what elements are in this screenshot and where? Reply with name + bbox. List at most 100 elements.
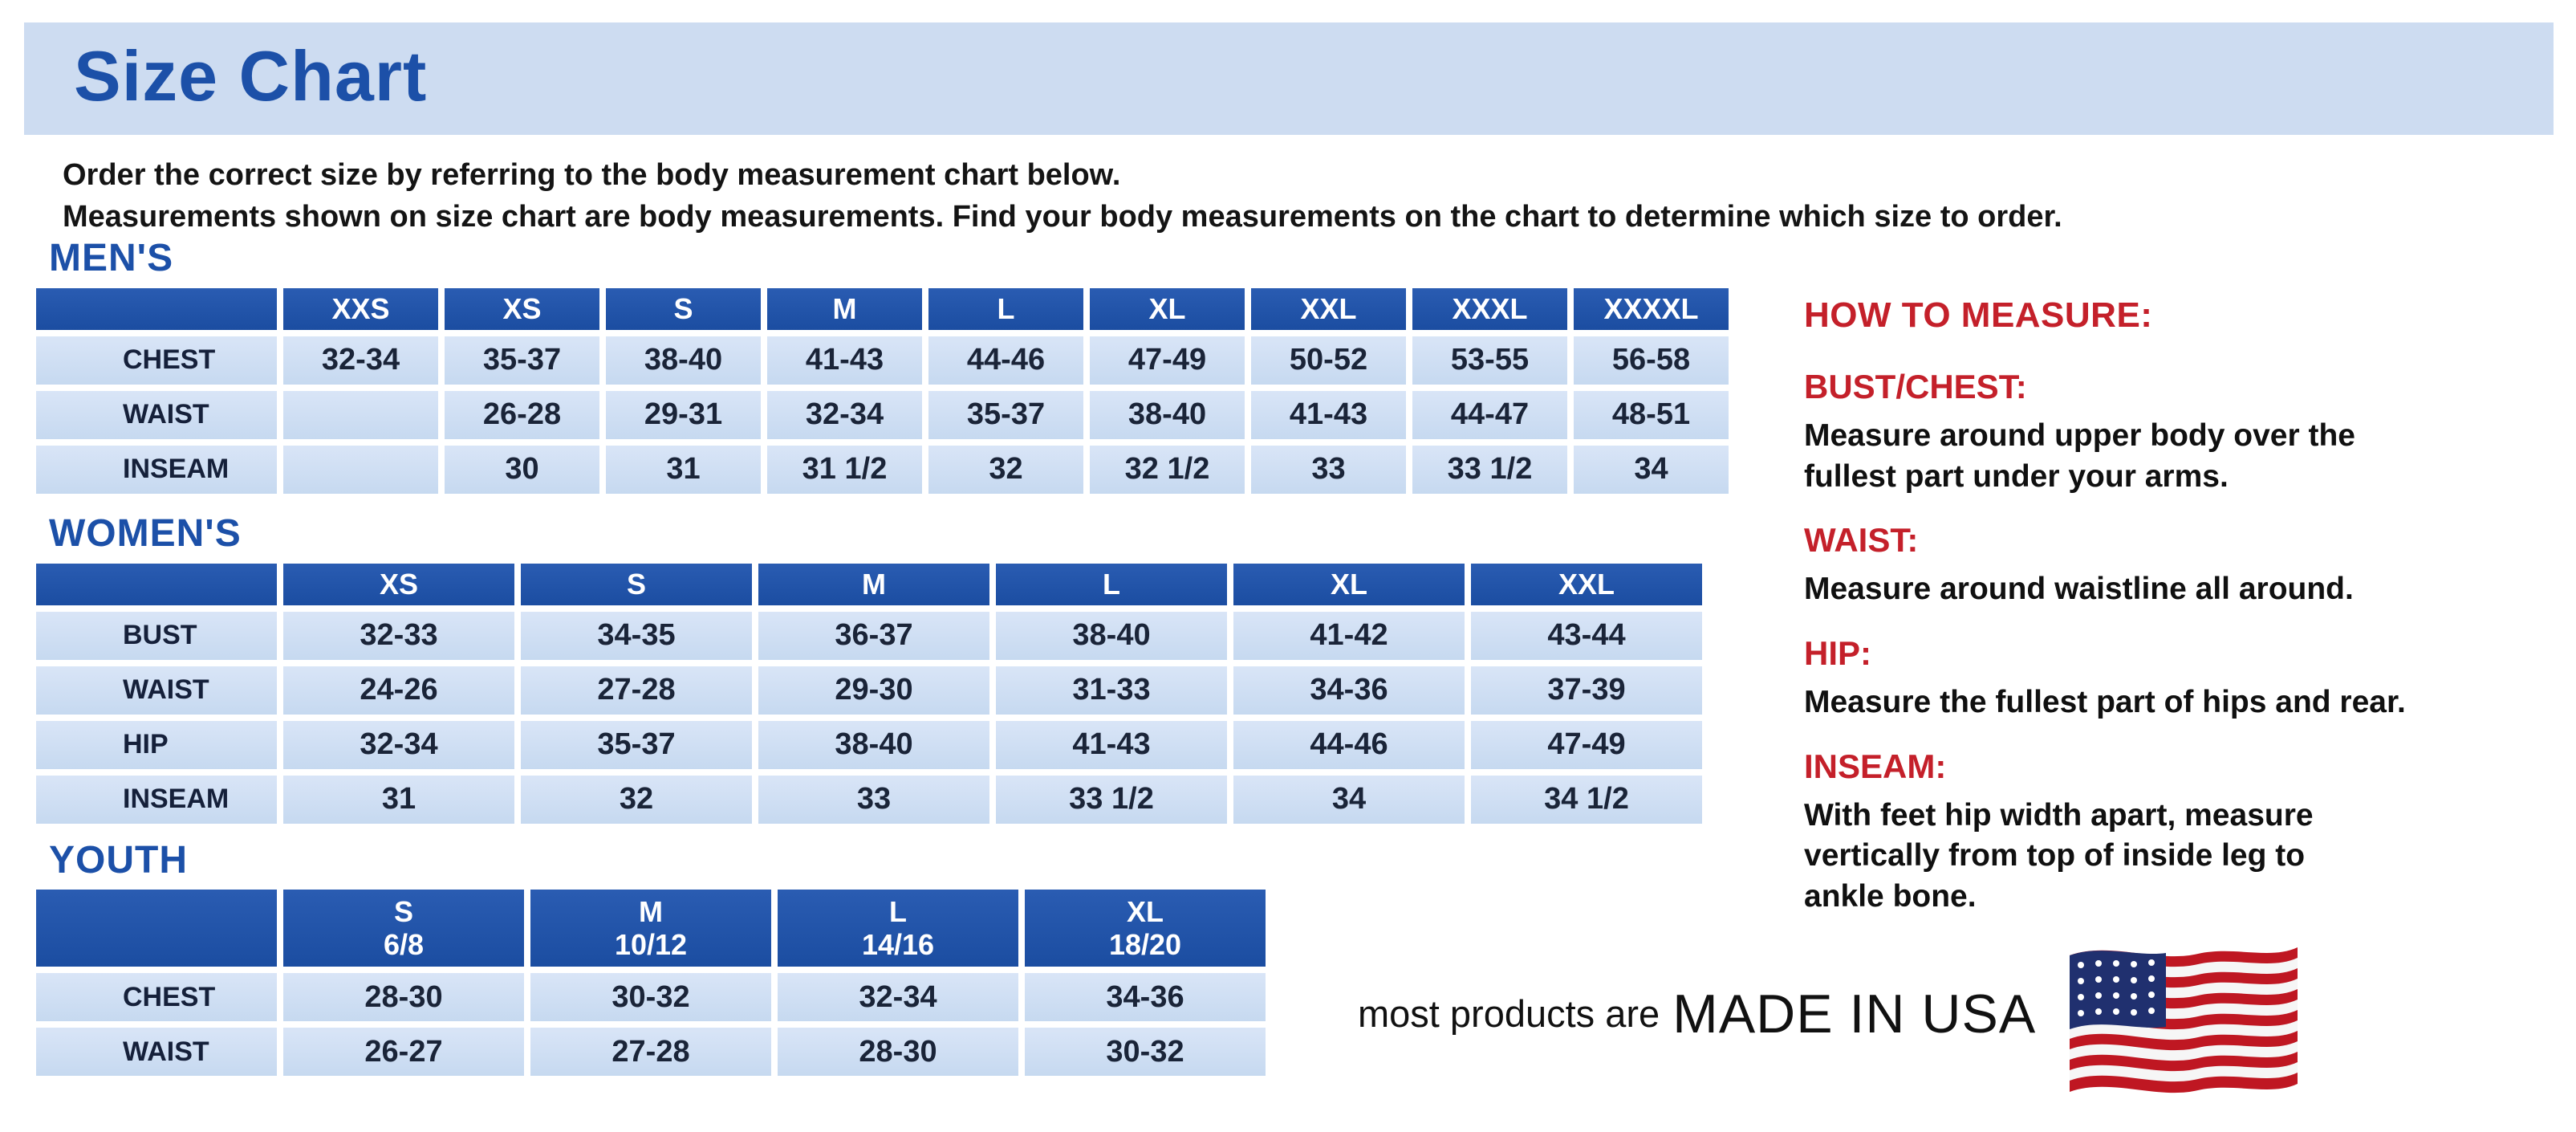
size-header-cell: XL 18/20 <box>1025 890 1266 967</box>
size-value-cell: 27-28 <box>530 1028 771 1077</box>
size-value-cell: 33 1/2 <box>996 775 1227 824</box>
row-label: INSEAM <box>36 775 277 824</box>
size-value-cell: 47-49 <box>1471 720 1702 769</box>
title-band: Size Chart <box>24 22 2554 135</box>
how-to-measure-panel: HOW TO MEASURE: BUST/CHEST: Measure arou… <box>1804 295 2558 918</box>
intro-line-1: Order the correct size by referring to t… <box>63 158 1121 192</box>
size-value-cell: 32-34 <box>283 336 438 385</box>
size-header-cell: S 6/8 <box>283 890 524 967</box>
size-value-cell: 34 1/2 <box>1471 775 1702 824</box>
size-value-cell: 47-49 <box>1090 336 1245 385</box>
size-value-cell: 32-34 <box>778 973 1018 1022</box>
table-row: INSEAM 31 32 33 33 1/2 34 34 1/2 <box>36 775 1702 824</box>
row-label: HIP <box>36 720 277 769</box>
row-label: CHEST <box>36 336 277 385</box>
size-value-cell: 37-39 <box>1471 666 1702 715</box>
size-header-cell: M <box>767 287 922 330</box>
size-header-cell: M 10/12 <box>530 890 771 967</box>
size-value-cell: 30-32 <box>530 973 771 1022</box>
size-value-cell: 34-36 <box>1233 666 1465 715</box>
how-to-measure-title: HOW TO MEASURE: <box>1804 295 2153 335</box>
size-value-cell: 38-40 <box>996 611 1227 660</box>
size-header-cell: XXXL <box>1412 287 1567 330</box>
section-heading-youth: YOUTH <box>49 838 188 882</box>
measure-text: Measure around waistline all around. <box>1804 572 2354 607</box>
table-row: CHEST 32-34 35-37 38-40 41-43 44-46 47-49 50-52… <box>36 336 1729 385</box>
size-header-cell: XS <box>283 563 514 605</box>
size-value-cell: 29-31 <box>606 390 761 439</box>
size-value-cell: 35-37 <box>928 390 1083 439</box>
size-value-cell: 38-40 <box>1090 390 1245 439</box>
size-value-cell: 34 <box>1233 775 1465 824</box>
size-value-cell: 31 <box>606 445 761 494</box>
youth-size-table: S 6/8 M 10/12 L 14/16 XL 18/20 CHEST 28-30 30-… <box>30 883 1272 1082</box>
corner-cell <box>36 287 277 330</box>
mens-size-table: XXS XS S M L XL XXL XXXL XXXXL CHEST 32-34 35-37 38-… <box>30 282 1735 500</box>
size-value-cell: 41-43 <box>996 720 1227 769</box>
size-header-cell: L <box>928 287 1083 330</box>
size-value-cell: 34-35 <box>521 611 752 660</box>
size-value-cell: 28-30 <box>778 1028 1018 1077</box>
size-value-cell: 38-40 <box>606 336 761 385</box>
size-value-cell: 29-30 <box>758 666 989 715</box>
size-value-cell <box>283 445 438 494</box>
size-value-cell: 31-33 <box>996 666 1227 715</box>
size-value-cell: 32 1/2 <box>1090 445 1245 494</box>
row-label: WAIST <box>36 1028 277 1077</box>
measure-label: BUST/CHEST: <box>1804 368 2027 405</box>
table-row: INSEAM 30 31 31 1/2 32 32 1/2 33 33 1/2 34 <box>36 445 1729 494</box>
size-header-cell: XXL <box>1251 287 1406 330</box>
size-header-cell: XXL <box>1471 563 1702 605</box>
row-label: CHEST <box>36 973 277 1022</box>
row-label: BUST <box>36 611 277 660</box>
header-row: XS S M L XL XXL <box>36 563 1702 605</box>
size-value-cell: 41-43 <box>1251 390 1406 439</box>
size-value-cell: 34 <box>1574 445 1729 494</box>
size-header-cell: XS <box>445 287 599 330</box>
measure-label: INSEAM: <box>1804 747 1947 785</box>
size-value-cell: 26-27 <box>283 1028 524 1077</box>
size-value-cell: 27-28 <box>521 666 752 715</box>
size-value-cell: 41-42 <box>1233 611 1465 660</box>
measure-text: With feet hip width apart, measure verti… <box>1804 797 2314 914</box>
size-value-cell: 53-55 <box>1412 336 1567 385</box>
table-row: BUST 32-33 34-35 36-37 38-40 41-42 43-44 <box>36 611 1702 660</box>
table-row: WAIST 26-28 29-31 32-34 35-37 38-40 41-43 44-47… <box>36 390 1729 439</box>
measure-item-inseam: INSEAM: With feet hip width apart, measu… <box>1804 747 2558 918</box>
page-title: Size Chart <box>74 36 428 116</box>
size-value-cell: 48-51 <box>1574 390 1729 439</box>
size-value-cell: 36-37 <box>758 611 989 660</box>
size-value-cell: 38-40 <box>758 720 989 769</box>
measure-label: HIP: <box>1804 634 1871 673</box>
header-row: XXS XS S M L XL XXL XXXL XXXXL <box>36 287 1729 330</box>
size-header-cell: S <box>606 287 761 330</box>
intro-line-2: Measurements shown on size chart are bod… <box>63 200 2062 234</box>
size-value-cell: 30-32 <box>1025 1028 1266 1077</box>
size-value-cell <box>283 390 438 439</box>
size-value-cell: 35-37 <box>521 720 752 769</box>
size-value-cell: 30 <box>445 445 599 494</box>
measure-item-hip: HIP: Measure the fullest part of hips an… <box>1804 634 2558 723</box>
size-header-cell: XXS <box>283 287 438 330</box>
size-value-cell: 41-43 <box>767 336 922 385</box>
size-value-cell: 26-28 <box>445 390 599 439</box>
table-row: HIP 32-34 35-37 38-40 41-43 44-46 47-49 <box>36 720 1702 769</box>
size-value-cell: 44-46 <box>928 336 1083 385</box>
section-heading-womens: WOMEN'S <box>49 511 242 555</box>
size-value-cell: 32-34 <box>283 720 514 769</box>
header-row: S 6/8 M 10/12 L 14/16 XL 18/20 <box>36 890 1266 967</box>
size-value-cell: 56-58 <box>1574 336 1729 385</box>
table-row: WAIST 24-26 27-28 29-30 31-33 34-36 37-39 <box>36 666 1702 715</box>
size-value-cell: 44-46 <box>1233 720 1465 769</box>
measure-text: Measure around upper body over the fulle… <box>1804 418 2355 494</box>
size-value-cell: 34-36 <box>1025 973 1266 1022</box>
size-tables-column: MEN'S XXS XS S M L XL XXL XXXL XXXXL CHEST 32-34 35… <box>36 237 1735 1082</box>
size-header-cell: L <box>996 563 1227 605</box>
made-in-usa-banner: most products are MADE IN USA <box>1358 931 2304 1096</box>
size-header-cell: XL <box>1233 563 1465 605</box>
measure-text: Measure the fullest part of hips and rea… <box>1804 685 2406 720</box>
us-flag-icon <box>2070 947 2298 1093</box>
section-heading-mens: MEN'S <box>49 237 174 279</box>
size-value-cell: 33 1/2 <box>1412 445 1567 494</box>
size-value-cell: 32 <box>521 775 752 824</box>
